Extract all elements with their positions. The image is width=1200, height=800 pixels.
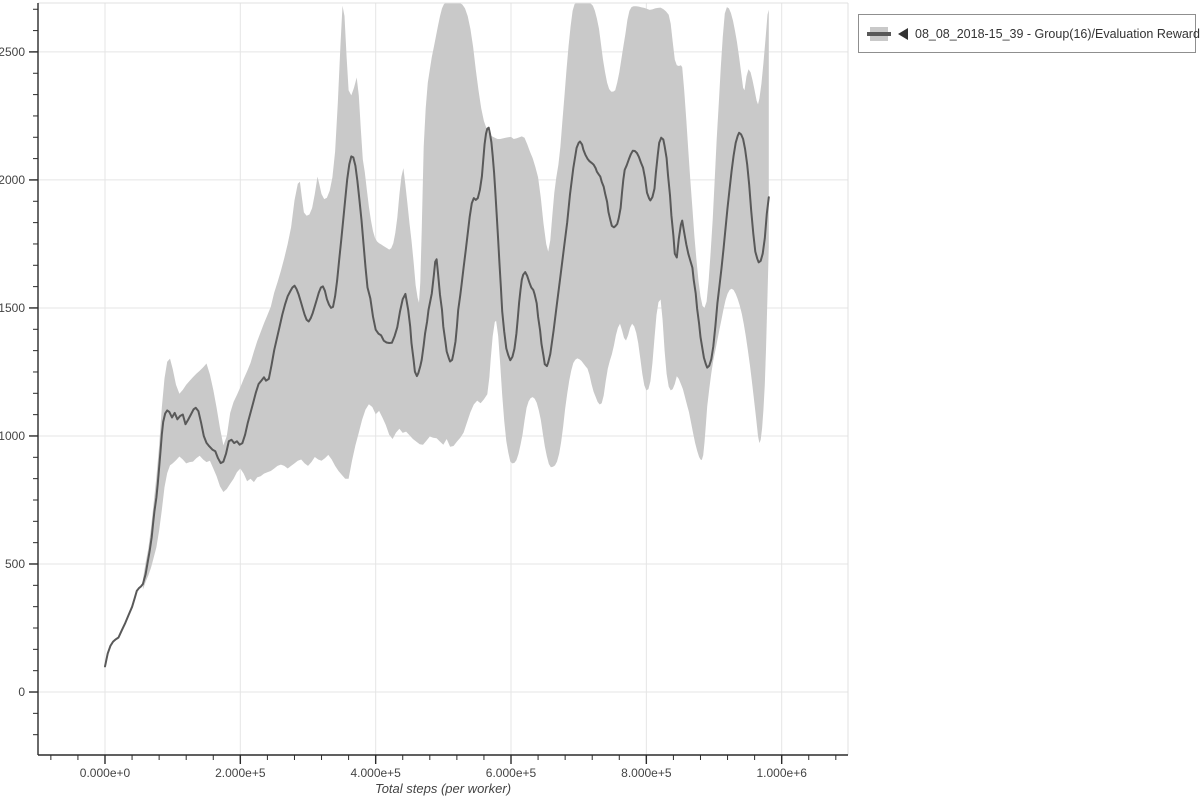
y-tick-label: 0 xyxy=(18,685,25,699)
x-tick-label: 6.000e+5 xyxy=(486,766,537,780)
y-tick-label: 500 xyxy=(5,557,25,571)
y-tick-label: 2500 xyxy=(0,45,25,59)
x-tick-label: 4.000e+5 xyxy=(350,766,401,780)
x-tick-label: 0.000e+0 xyxy=(80,766,131,780)
band-series xyxy=(142,3,769,590)
y-tick-label: 1000 xyxy=(0,429,25,443)
legend-item[interactable]: 08_08_2018-15_39 - Group(16)/Evaluation … xyxy=(867,26,1200,42)
legend-swatch xyxy=(867,26,891,42)
x-tick-label: 8.000e+5 xyxy=(621,766,672,780)
y-tick-label: 2000 xyxy=(0,173,25,187)
legend: 08_08_2018-15_39 - Group(16)/Evaluation … xyxy=(858,14,1200,53)
legend-line-swatch-icon xyxy=(867,31,891,36)
legend-item-label: 08_08_2018-15_39 - Group(16)/Evaluation … xyxy=(915,26,1200,41)
x-tick-label: 1.000e+6 xyxy=(756,766,807,780)
plot-outline xyxy=(38,2,849,755)
x-axis: 0.000e+0 2.000e+5 4.000e+5 6.000e+5 8.000e+5… xyxy=(38,754,848,796)
x-axis-title: Total steps (per worker) xyxy=(375,781,511,796)
y-axis: 0 500 1000 1500 2000 2500 xyxy=(0,3,39,755)
x-tick-label: 2.000e+5 xyxy=(215,766,266,780)
legend-left-triangle-icon xyxy=(898,27,908,40)
mean-line-series xyxy=(104,126,770,668)
y-tick-label: 1500 xyxy=(0,301,25,315)
